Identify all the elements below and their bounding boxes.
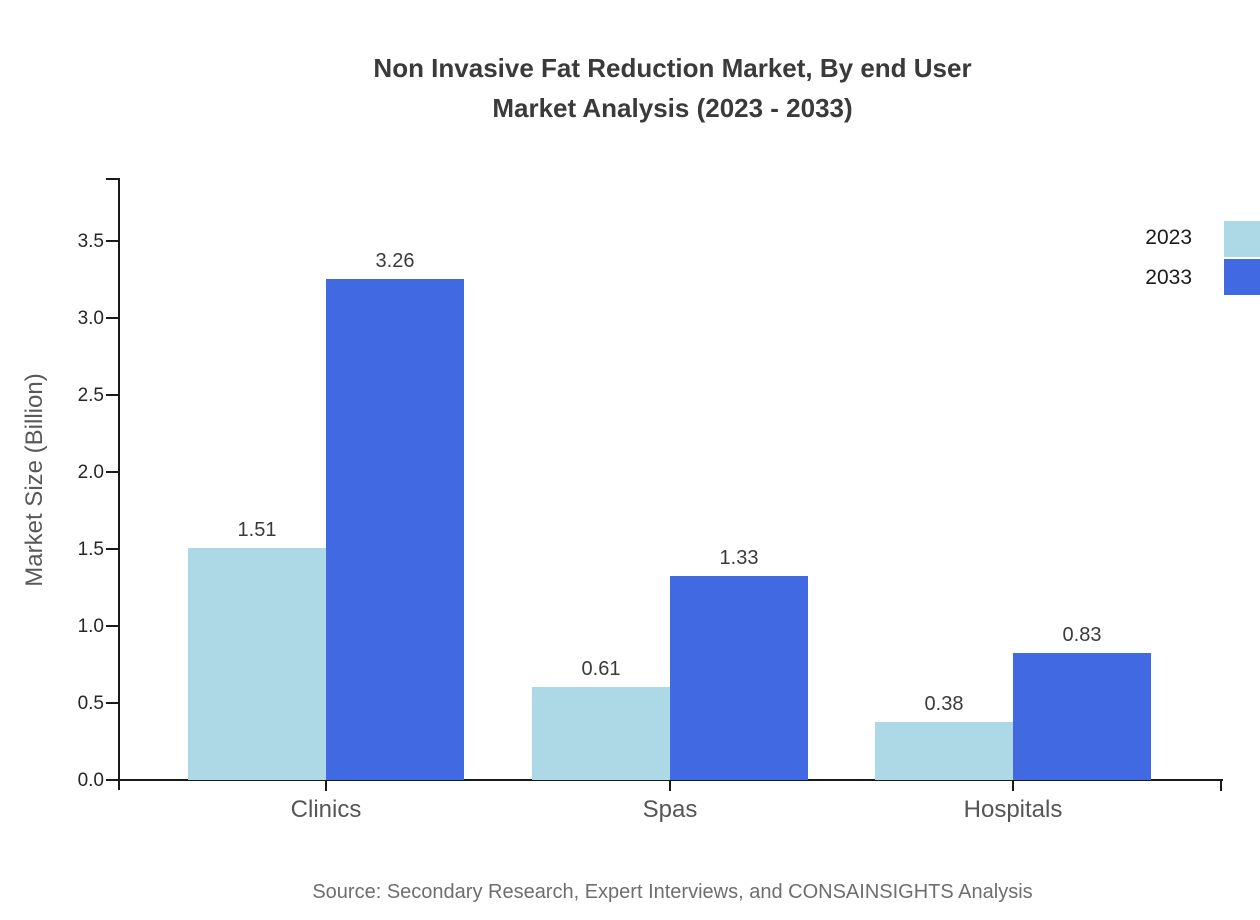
y-tick: [106, 779, 118, 781]
y-tick-label: 1.0: [77, 616, 104, 637]
x-axis-end-tick: [1220, 781, 1222, 791]
y-tick: [106, 471, 118, 473]
chart-title-line2: Market Analysis (2023 - 2033): [492, 93, 853, 123]
x-tick: [325, 781, 327, 791]
x-category-label: Spas: [642, 796, 698, 823]
legend-swatch-2023: [1224, 221, 1260, 257]
bar-value-label-2023-spas: 0.61: [581, 658, 621, 681]
y-tick: [106, 625, 118, 627]
bar-2033-clinics: [326, 278, 464, 780]
y-tick: [106, 702, 118, 704]
y-tick: [106, 548, 118, 550]
y-axis-end-tick: [106, 178, 118, 180]
y-tick: [106, 394, 118, 396]
y-tick-label: 1.5: [77, 539, 104, 560]
chart-title: Non Invasive Fat Reduction Market, By en…: [80, 48, 1260, 128]
y-tick-label: 3.0: [77, 308, 104, 329]
y-tick-label: 0.0: [77, 770, 104, 791]
chart-title-line1: Non Invasive Fat Reduction Market, By en…: [373, 53, 972, 83]
y-tick-label: 3.5: [77, 231, 104, 252]
bar-value-label-2033-hospitals: 0.83: [1062, 624, 1102, 647]
bar-2033-spas: [670, 576, 808, 780]
y-tick-label: 2.5: [77, 385, 104, 406]
bar-value-label-2023-clinics: 1.51: [237, 519, 277, 542]
bar-2033-hospitals: [1013, 653, 1151, 780]
bar-2023-spas: [532, 687, 670, 780]
y-tick: [106, 240, 118, 242]
y-axis-spine: [118, 178, 120, 790]
y-tick: [106, 317, 118, 319]
bar-value-label-2023-hospitals: 0.38: [924, 693, 964, 716]
legend-swatch-2033: [1224, 259, 1260, 295]
y-tick-label: 2.0: [77, 462, 104, 483]
x-axis-spine: [108, 779, 1223, 781]
legend-label-2033: 2033: [1145, 266, 1192, 289]
bar-2023-hospitals: [875, 722, 1013, 780]
x-tick: [1012, 781, 1014, 791]
x-category-label: Clinics: [290, 796, 362, 823]
bar-2023-clinics: [188, 548, 326, 780]
x-category-label: Hospitals: [963, 796, 1063, 823]
bar-value-label-2033-clinics: 3.26: [375, 249, 415, 272]
source-note: Source: Secondary Research, Expert Inter…: [312, 881, 1033, 903]
legend-label-2023: 2023: [1145, 226, 1192, 249]
y-tick-label: 0.5: [77, 693, 104, 714]
bar-value-label-2033-spas: 1.33: [719, 547, 759, 570]
x-tick: [669, 781, 671, 791]
